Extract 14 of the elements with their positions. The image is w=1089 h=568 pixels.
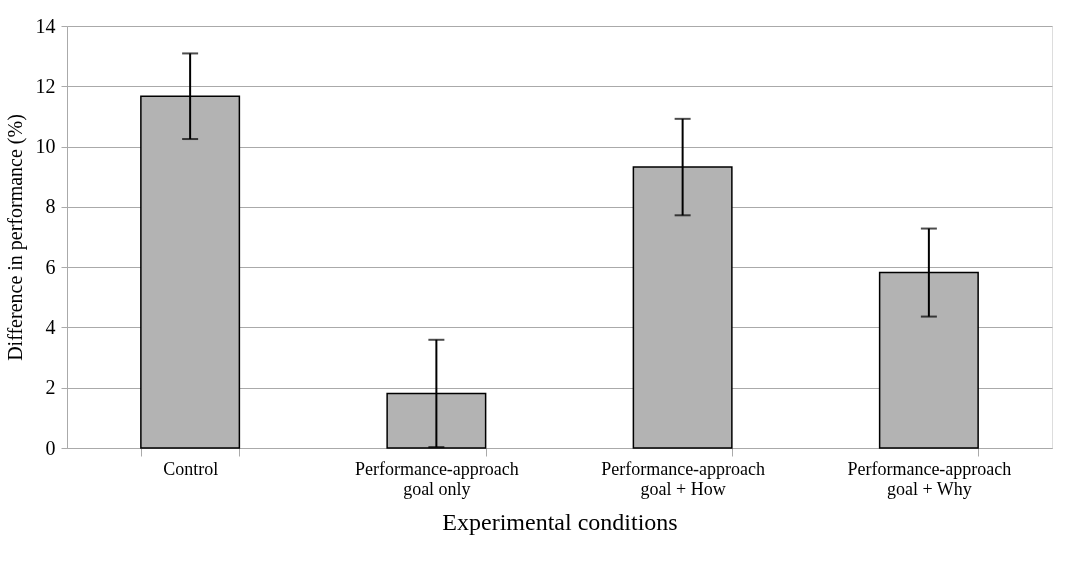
y-tick-label: 8 — [45, 195, 56, 218]
y-tick-label: 6 — [45, 255, 56, 278]
y-tick-label: 2 — [45, 376, 56, 399]
y-tick-label: 12 — [35, 74, 56, 97]
y-tick-label: 14 — [35, 14, 56, 37]
x-tick-label: Control — [163, 458, 219, 479]
y-tick-label: 10 — [35, 135, 56, 158]
y-tick-label: 4 — [45, 315, 56, 338]
x-axis-title: Experimental conditions — [442, 508, 678, 535]
x-tick-label: Performance-approach goal + Why — [847, 458, 1012, 499]
y-tick-label: 0 — [45, 436, 56, 459]
x-tick-label: Performance-approach goal + How — [601, 458, 766, 499]
y-axis-title: Difference in performance (%) — [3, 114, 27, 361]
x-tick-label: Performance-approach goal only — [354, 458, 519, 499]
